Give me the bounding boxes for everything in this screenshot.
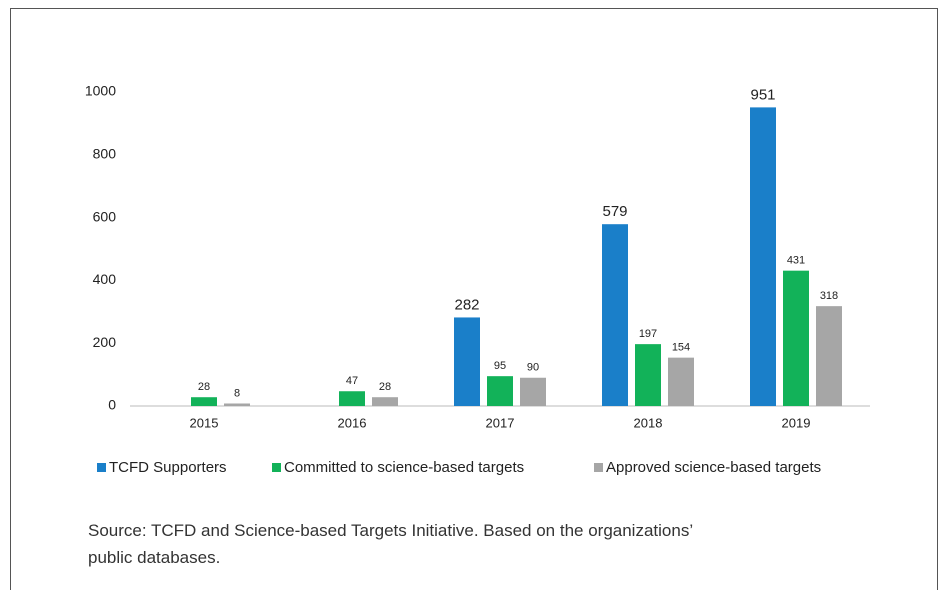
y-tick-label: 800: [93, 146, 117, 162]
y-tick-label: 600: [93, 208, 117, 224]
source-note: Source: TCFD and Science-based Targets I…: [88, 521, 693, 567]
bar: [191, 397, 217, 406]
y-tick-label: 200: [93, 334, 117, 350]
data-label: 28: [198, 381, 210, 393]
legend-label: Approved science-based targets: [606, 459, 821, 476]
x-tick-label: 2017: [486, 415, 515, 430]
frame: [10, 8, 938, 590]
data-label: 431: [787, 255, 805, 267]
legend-swatch: [272, 463, 281, 472]
bar: [454, 317, 480, 406]
bar: [816, 306, 842, 406]
data-label: 47: [346, 375, 358, 387]
bar: [602, 224, 628, 406]
data-label: 95: [494, 360, 506, 372]
legend-label: Committed to science-based targets: [284, 459, 524, 476]
data-label: 90: [527, 362, 539, 374]
bar: [750, 107, 776, 407]
data-label: 28: [379, 381, 391, 393]
data-label: 154: [672, 342, 690, 354]
data-label: 951: [750, 86, 775, 103]
data-label: 8: [234, 387, 240, 399]
legend-swatch: [594, 463, 603, 472]
bar: [224, 403, 250, 406]
bar: [372, 397, 398, 406]
data-label: 318: [820, 290, 838, 302]
y-tick-label: 1000: [85, 83, 116, 99]
bar: [339, 391, 365, 406]
x-tick-label: 2016: [338, 415, 367, 430]
x-tick-label: 2019: [782, 415, 811, 430]
data-label: 282: [454, 296, 479, 313]
y-tick-label: 0: [108, 397, 116, 413]
legend-swatch: [97, 463, 106, 472]
bar: [487, 376, 513, 406]
bar: [668, 357, 694, 406]
data-label: 197: [639, 328, 657, 340]
legend-label: TCFD Supporters: [109, 459, 227, 476]
bar: [520, 377, 546, 406]
y-tick-label: 400: [93, 271, 117, 287]
x-tick-label: 2018: [634, 415, 663, 430]
data-label: 579: [602, 203, 627, 220]
x-tick-label: 2015: [190, 415, 219, 430]
bar: [635, 344, 661, 406]
bar: [783, 270, 809, 406]
